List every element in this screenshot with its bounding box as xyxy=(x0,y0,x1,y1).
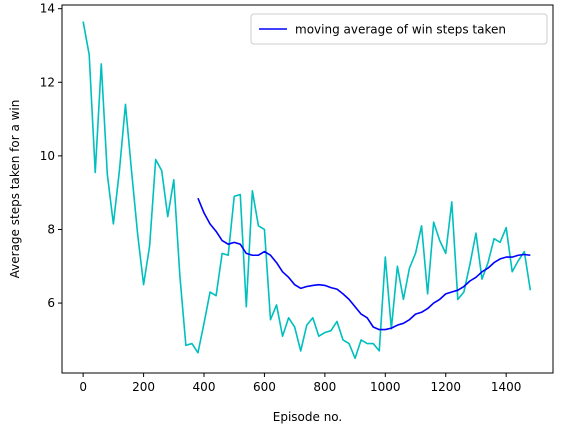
series-layer xyxy=(82,21,532,360)
series-line-moving-average xyxy=(197,197,531,331)
y-tick-label: 10 xyxy=(40,149,55,163)
plot-frame xyxy=(61,4,554,374)
x-axis-title: Episode no. xyxy=(273,410,343,424)
y-ticks: 6 8 10 12 14 xyxy=(40,2,62,310)
legend-box xyxy=(250,13,548,45)
y-tick-label: 6 xyxy=(47,296,55,310)
x-ticks: 0 200 400 600 800 1000 1200 1400 xyxy=(79,373,521,394)
legend-label-moving-average: moving average of win steps taken xyxy=(295,23,506,37)
series-line-win-steps xyxy=(82,21,532,360)
x-tick-label: 0 xyxy=(79,380,87,394)
legend: moving average of win steps taken xyxy=(250,13,548,45)
x-tick-label: 200 xyxy=(132,380,155,394)
x-tick-label: 400 xyxy=(193,380,216,394)
y-tick-label: 8 xyxy=(47,222,55,236)
y-tick-label: 12 xyxy=(40,75,55,89)
x-tick-label: 1000 xyxy=(370,380,401,394)
x-tick-label: 1200 xyxy=(430,380,461,394)
y-tick-label: 14 xyxy=(40,2,55,16)
x-tick-label: 800 xyxy=(313,380,336,394)
y-axis-title: Average steps taken for a win xyxy=(8,100,22,279)
x-tick-label: 600 xyxy=(253,380,276,394)
plot-area xyxy=(62,5,553,373)
x-tick-label: 1400 xyxy=(491,380,522,394)
